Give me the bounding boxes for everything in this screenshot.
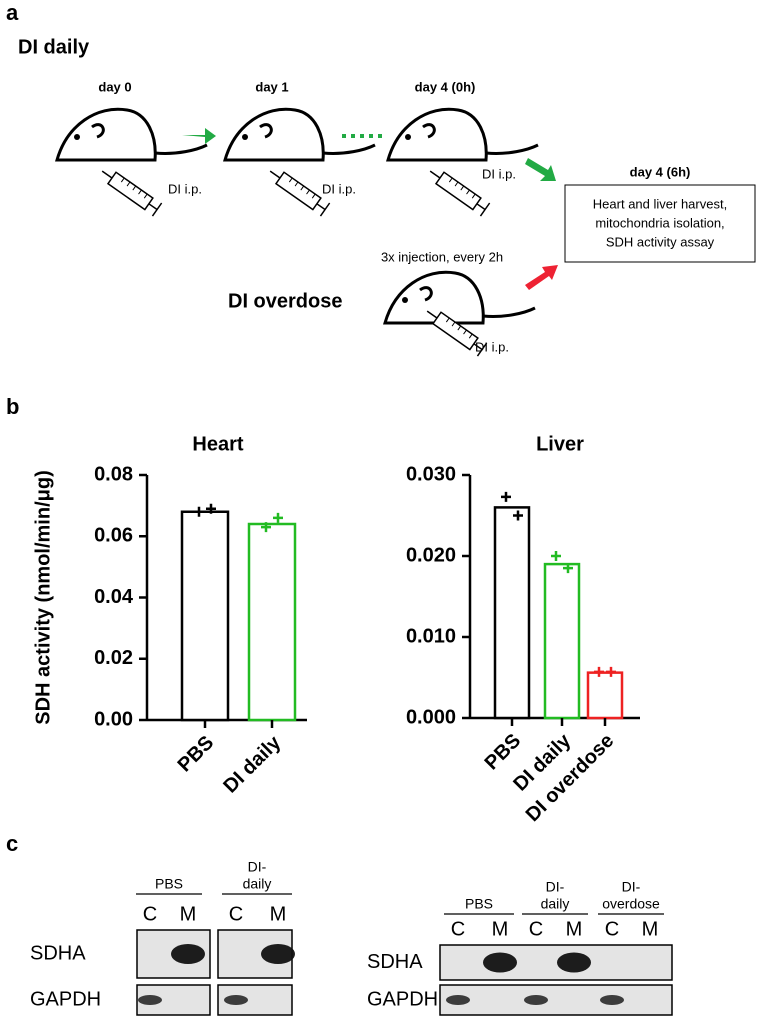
blot-band [224,995,248,1005]
lane-label: M [642,918,659,940]
data-point [194,506,204,517]
data-point [273,512,283,523]
data-point [261,522,271,533]
y-tick-label: 0.02 [94,647,133,669]
lane-label: M [180,903,197,925]
group-label: DI- [622,879,641,895]
bar [543,562,581,720]
y-tick-label: 0.00 [94,708,133,730]
data-point [594,666,604,677]
blot-band [600,995,624,1005]
step-label: day 1 [255,79,288,94]
lane-label: M [492,918,509,940]
arrow [525,265,558,290]
syringe [96,163,163,217]
blot-band [446,995,470,1005]
schema-title: DI daily [18,36,90,58]
panel-label: b [6,394,19,419]
row-label: SDHA [30,942,86,964]
arrow [182,128,216,144]
panel-label: a [6,0,19,25]
group-label: PBS [465,896,493,912]
blot-band [261,944,295,964]
lane-label: C [143,903,157,925]
endpoint-box [564,184,756,263]
y-tick-label: 0.06 [94,525,133,547]
group-label: daily [541,896,570,912]
data-point [501,491,511,502]
data-point [606,666,616,677]
y-tick-label: 0.010 [406,625,456,647]
chart-title: Heart [192,433,243,455]
blot-box [439,944,673,981]
box-line: mitochondria isolation, [595,215,724,230]
injection-label: DI i.p. [482,166,516,181]
bar [247,522,297,722]
box-line: Heart and liver harvest, [593,196,727,211]
group-label: overdose [602,896,660,912]
y-axis-label: SDH activity (nmol/min/μg) [32,470,54,724]
lane-label: C [529,918,543,940]
injection-label: DI i.p. [168,181,202,196]
blot-band [524,995,548,1005]
panel-label: c [6,831,18,856]
mouse [383,270,537,325]
x-tick-label: PBS [174,732,219,777]
data-point [563,563,573,574]
row-label: SDHA [367,951,423,973]
blot-band [171,944,205,964]
blot-band [483,952,517,973]
blot-box [439,984,673,1016]
arrow [525,158,556,181]
lane-label: M [566,918,583,940]
mouse [386,107,540,162]
chart-title: Liver [536,433,584,455]
injection-label: DI i.p. [322,181,356,196]
mouse [55,107,209,162]
y-tick-label: 0.000 [406,706,456,728]
y-tick-label: 0.08 [94,463,133,485]
y-tick-label: 0.04 [94,586,134,608]
x-tick-label: PBS [481,730,526,775]
data-point [513,510,523,521]
group-label: PBS [155,876,183,892]
step-label: day 0 [98,79,131,94]
bar [180,510,230,722]
lane-label: C [229,903,243,925]
step-label: day 4 (0h) [415,79,476,94]
bar [586,671,624,720]
syringe [264,163,331,217]
data-point [551,551,561,561]
box-line: SDH activity assay [606,234,715,249]
y-tick-label: 0.030 [406,463,456,485]
lane-label: M [270,903,287,925]
group-label: DI- [248,859,267,875]
blot-band [138,995,162,1005]
injection-label: DI i.p. [475,339,509,354]
group-label: DI- [546,879,565,895]
data-point [206,503,216,514]
endpoint-label: day 4 (6h) [630,164,691,179]
lane-label: C [605,918,619,940]
bar [493,506,531,720]
syringe [424,163,491,217]
overdose-note: 3x injection, every 2h [381,249,503,264]
blot-band [557,952,591,973]
group-label: daily [243,876,272,892]
row-label: GAPDH [30,988,101,1010]
row-label: GAPDH [367,988,438,1010]
y-tick-label: 0.020 [406,544,456,566]
lane-label: C [451,918,465,940]
overdose-label: DI overdose [228,290,342,312]
x-tick-label: DI daily [219,731,285,797]
